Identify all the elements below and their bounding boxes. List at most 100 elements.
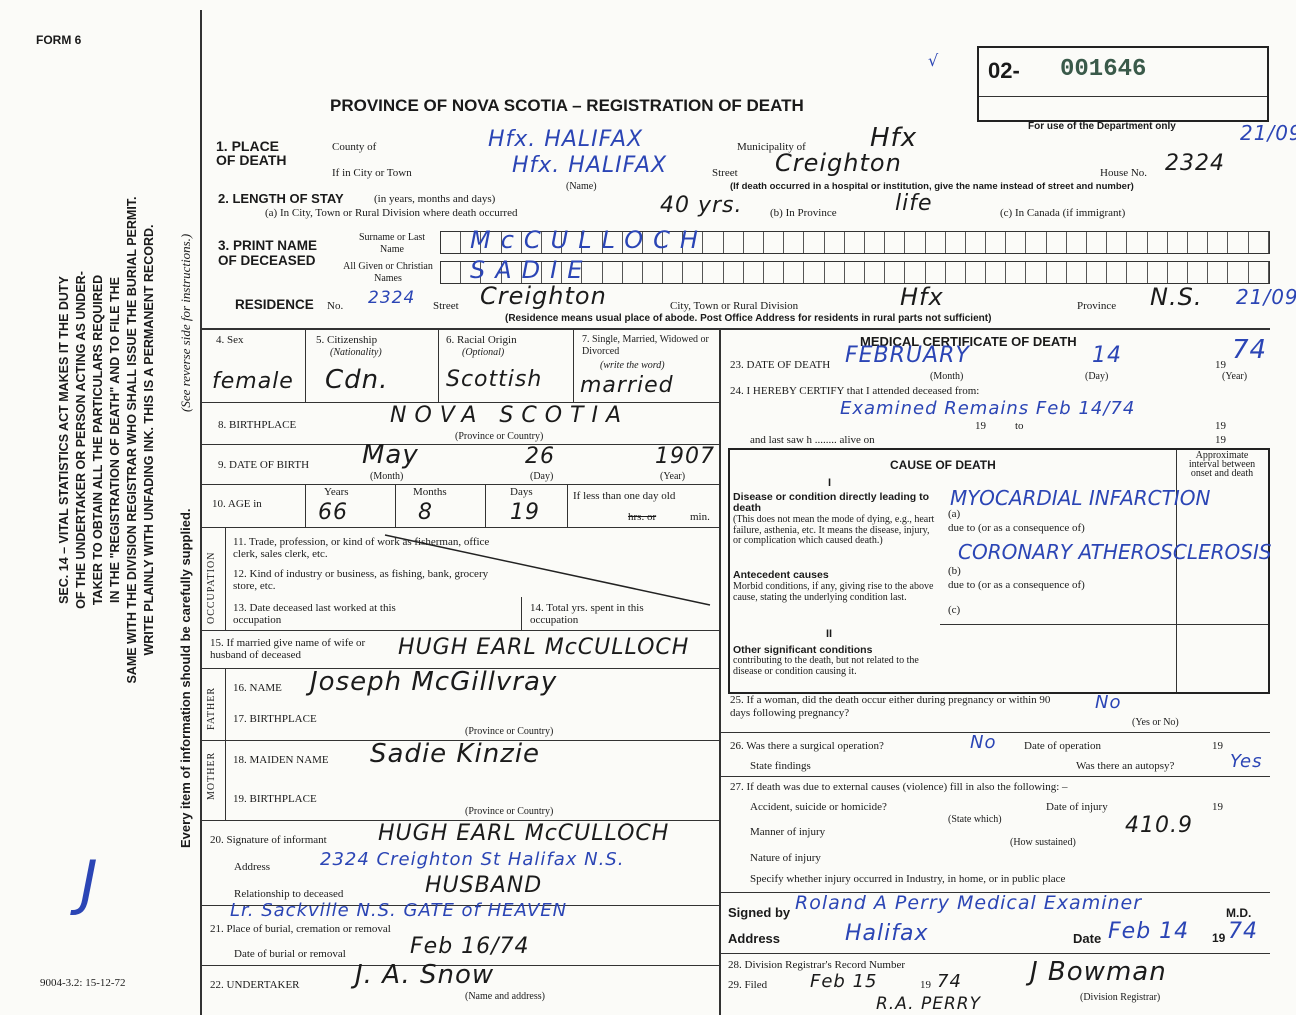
length-of-stay-label: 2. LENGTH OF STAY (218, 191, 344, 206)
due-to-label: due to (or as a consequence of) (948, 579, 1085, 591)
findings-label: State findings (750, 760, 811, 772)
hrs-label: hrs. or (628, 511, 657, 523)
less-than-day-label: If less than one day old (573, 490, 676, 502)
given-names-value: SADIE (470, 256, 593, 284)
stay-city-label: (a) In City, Town or Rural Division wher… (265, 207, 518, 219)
racial-origin-sub: (Optional) (462, 347, 505, 358)
stay-province-label: (b) In Province (770, 207, 837, 219)
residence-street-value: Creighton (480, 282, 607, 310)
relationship-label: Relationship to deceased (234, 888, 344, 900)
min-label: min. (690, 511, 710, 523)
burial-place-label: 21. Place of burial, cremation or remova… (210, 923, 391, 935)
total-years-label: 14. Total yrs. spent in this occupation (530, 602, 644, 626)
interval-label: Approximate interval between onset and d… (1188, 450, 1256, 479)
relationship-value: HUSBAND (425, 873, 543, 898)
residence-province-label: Province (1077, 300, 1117, 312)
month-note: (Month) (370, 471, 404, 482)
manner-value: 410.9 (1125, 813, 1193, 838)
stamp-mark: 21/09 (1236, 285, 1296, 309)
how-sustained-note: (How sustained) (1010, 837, 1076, 848)
surname-value: McCULLOCH (470, 226, 708, 254)
mother-birthplace-label: 19. BIRTHPLACE (233, 793, 317, 805)
length-of-stay-note: (in years, months and days) (374, 193, 496, 205)
marital-status-sub: (write the word) (600, 360, 665, 371)
racial-origin-value: Scottish (446, 367, 543, 392)
tick-mark: √ (928, 51, 940, 70)
spouse-label: 15. If married give name of wife or husb… (210, 637, 366, 661)
to-label: to (1015, 420, 1024, 432)
undertaker-note: (Name and address) (465, 991, 545, 1002)
part-two: II (826, 628, 833, 640)
antecedent-note: Morbid conditions, if any, giving rise t… (733, 581, 934, 603)
year-prefix: 19 (920, 979, 931, 991)
informant-address-label: Address (234, 861, 271, 873)
reg-number: 001646 (1060, 56, 1147, 83)
year-prefix: 19 (1212, 801, 1223, 813)
year-note: (Year) (1222, 371, 1248, 382)
pregnancy-note: (Yes or No) (1132, 717, 1179, 728)
trade-label: 11. Trade, profession, or kind of work a… (233, 536, 490, 560)
name-note: (Name) (566, 181, 597, 192)
cause-b-label: (b) (948, 565, 961, 577)
surname-boxes[interactable] (440, 231, 1270, 254)
mother-label: MOTHER (206, 751, 217, 800)
year-prefix: 19 (1215, 420, 1226, 432)
dept-note: For use of the Department only (1028, 121, 1176, 132)
pregnancy-label: 25. If a woman, did the death occur eith… (730, 694, 1051, 719)
place-of-death-label: 1. PLACE OF DEATH (216, 138, 287, 168)
operation-date-label: Date of operation (1024, 740, 1101, 752)
accident-label: Accident, suicide or homicide? (750, 801, 887, 813)
due-to-label: due to (or as a consequence of) (948, 522, 1085, 534)
given-names-label: All Given or Christian Names (343, 261, 433, 284)
filed-date: Feb 15 (810, 971, 878, 992)
date-of-birth-label: 9. DATE OF BIRTH (218, 459, 310, 471)
nature-label: Nature of injury (750, 852, 821, 864)
every-item-note: Every item of information should be care… (178, 508, 193, 848)
given-names-boxes[interactable] (440, 261, 1270, 284)
mother-birthplace-note: (Province or Country) (465, 806, 554, 817)
year-prefix: 19 (975, 420, 986, 432)
burial-place-value: Lr. Sackville N.S. GATE of HEAVEN (230, 900, 568, 921)
burial-date-label: Date of burial or removal (234, 948, 346, 960)
day-note: (Day) (1085, 371, 1109, 382)
cause-b-value: CORONARY ATHEROSCLEROSIS (958, 540, 1272, 564)
surname-label: Surname or Last Name (358, 232, 426, 255)
father-name-value: Joseph McGillvray (310, 667, 558, 697)
autopsy-label: Was there an autopsy? (1076, 760, 1175, 772)
date-label: Date (1073, 931, 1102, 946)
year-prefix: 19 (1215, 359, 1226, 371)
mother-maiden-name-value: Sadie Kinzie (370, 739, 541, 769)
undertaker-value: J. A. Snow (355, 960, 495, 990)
certificate-year: 74 (1228, 919, 1258, 944)
city-value: Hfx. HALIFAX (512, 153, 668, 178)
sex-label: 4. Sex (216, 334, 244, 346)
birthplace-note: (Province or Country) (455, 431, 544, 442)
birthplace-label: 8. BIRTHPLACE (218, 419, 297, 431)
other-conditions-label: Other significant conditions (733, 644, 873, 656)
stay-canada-label: (c) In Canada (if immigrant) (1000, 207, 1126, 219)
industry-label: 12. Kind of industry or business, as fis… (233, 568, 489, 592)
racial-origin-label: 6. Racial Origin (446, 334, 517, 346)
surgical-operation-value: No (970, 732, 997, 753)
municipality-label: Municipality of (737, 141, 806, 153)
part-one: I (828, 477, 832, 489)
year-prefix: 19 (1212, 740, 1223, 752)
days-label: Days (510, 486, 533, 498)
citizenship-value: Cdn. (325, 365, 389, 395)
birthplace-value: NOVA SCOTIA (390, 403, 629, 428)
cause-c-label: (c) (948, 604, 961, 616)
certify-label: 24. I HEREBY CERTIFY that I attended dec… (730, 385, 980, 397)
month-note: (Month) (930, 371, 964, 382)
strike-line (384, 534, 711, 606)
birth-month: May (362, 440, 419, 470)
stamp-mark: 21/09 (1240, 121, 1296, 145)
street-label: Street (712, 167, 738, 179)
burial-date-value: Feb 16/74 (410, 934, 530, 959)
year-prefix: 19 (1212, 931, 1226, 945)
age-years: 66 (318, 500, 348, 525)
specify-place-label: Specify whether injury occurred in Indus… (750, 873, 1066, 885)
form-number: FORM 6 (36, 33, 82, 47)
form-title: PROVINCE OF NOVA SCOTIA – REGISTRATION O… (330, 96, 804, 115)
registrar-note: (Division Registrar) (1080, 992, 1161, 1003)
